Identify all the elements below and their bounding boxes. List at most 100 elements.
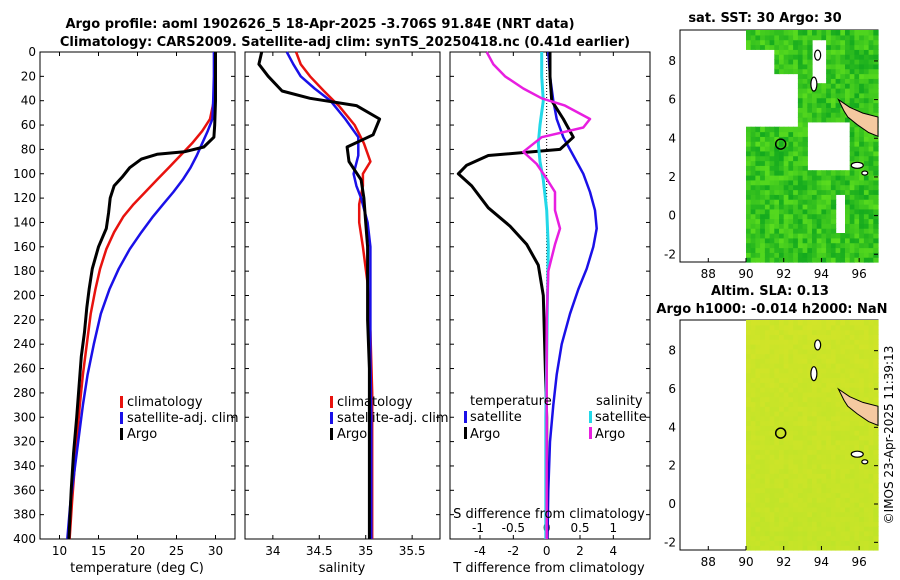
heatmap-cell <box>835 179 841 186</box>
heatmap-cell <box>840 406 846 412</box>
heatmap-cell <box>863 97 870 104</box>
heatmap-cell <box>797 112 804 118</box>
heatmap-cell <box>774 223 780 229</box>
heatmap-cell <box>797 516 804 522</box>
heatmap-cell <box>755 131 761 137</box>
heatmap-cell <box>774 242 780 249</box>
heatmap-cell <box>835 247 841 253</box>
heatmap-cell <box>774 160 780 166</box>
heatmap-cell <box>746 242 752 249</box>
heatmap-cell <box>863 420 870 426</box>
heatmap-cell <box>797 136 804 142</box>
heatmap-cell <box>755 415 761 422</box>
heatmap-cell <box>826 59 832 65</box>
heatmap-cell <box>873 449 879 455</box>
heatmap-cell <box>764 463 771 470</box>
heatmap-cell <box>755 526 761 532</box>
heatmap-cell <box>854 199 860 205</box>
heatmap-cell <box>764 401 771 407</box>
heatmap-cell <box>779 353 785 359</box>
heatmap-cell <box>821 411 827 417</box>
heatmap-cell <box>746 406 752 412</box>
heatmap-cell <box>802 391 808 398</box>
heatmap-cell <box>802 204 808 210</box>
heatmap-cell <box>797 497 804 503</box>
heatmap-cell <box>764 502 771 508</box>
heatmap-cell <box>750 252 757 258</box>
heatmap-cell <box>793 449 799 455</box>
heatmap-cell <box>812 358 818 364</box>
heatmap-cell <box>854 487 860 494</box>
heatmap-cell <box>746 521 752 527</box>
heatmap-cell <box>774 530 780 537</box>
heatmap-cell <box>830 218 837 224</box>
legend-s-satellite: satellite <box>595 410 647 425</box>
heatmap-cell <box>840 83 846 89</box>
heatmap-cell <box>826 492 832 498</box>
heatmap-cell <box>873 175 879 181</box>
heatmap-cell <box>868 435 874 441</box>
heatmap-cell <box>793 363 799 369</box>
heatmap-cell <box>830 49 837 55</box>
heatmap-cell <box>830 463 837 470</box>
heatmap-cell <box>863 372 870 379</box>
heatmap-cell <box>746 545 752 551</box>
heatmap-cell <box>760 34 766 41</box>
heatmap-cell <box>840 184 846 191</box>
heatmap-cell <box>760 401 766 407</box>
heatmap-cell <box>854 329 860 335</box>
heatmap-cell <box>797 535 804 541</box>
heatmap-cell <box>849 141 856 147</box>
heatmap-cell <box>816 334 823 340</box>
heatmap-cell <box>755 482 761 489</box>
heatmap-cell <box>849 257 856 263</box>
heatmap-cell <box>859 502 865 508</box>
heatmap-cell <box>863 521 870 527</box>
heatmap-cell <box>821 449 827 455</box>
heatmap-cell <box>797 54 804 60</box>
heatmap-cell <box>788 126 794 133</box>
heatmap-cell <box>812 30 818 36</box>
heatmap-cell <box>873 39 879 46</box>
heatmap-cell <box>783 179 790 186</box>
heatmap-cell <box>863 396 870 403</box>
heatmap-cell <box>797 63 804 70</box>
island <box>861 459 869 465</box>
heatmap-cell <box>849 454 856 460</box>
heatmap-cell <box>849 136 856 142</box>
heatmap-cell <box>849 126 856 133</box>
heatmap-cell <box>774 44 780 50</box>
heatmap-cell <box>816 377 823 383</box>
heatmap-cell <box>868 237 874 244</box>
heatmap-cell <box>816 463 823 470</box>
heatmap-cell <box>849 68 856 75</box>
heatmap-cell <box>845 353 851 359</box>
heatmap-cell <box>854 463 860 470</box>
heatmap-cell <box>793 155 799 162</box>
heatmap-cell <box>783 54 790 60</box>
heatmap-cell <box>807 516 813 522</box>
heatmap-cell <box>779 184 785 191</box>
heatmap-cell <box>830 535 837 541</box>
heatmap-cell <box>859 468 865 474</box>
heatmap-cell <box>793 396 799 403</box>
heatmap-cell <box>830 242 837 249</box>
heatmap-cell <box>755 530 761 537</box>
heatmap-cell <box>873 401 879 407</box>
heatmap-cell <box>854 468 860 474</box>
heatmap-cell <box>812 401 818 407</box>
heatmap-cell <box>793 521 799 527</box>
heatmap-cell <box>863 179 870 186</box>
heatmap-cell <box>826 73 832 79</box>
heatmap-cell <box>797 92 804 99</box>
heatmap-cell <box>797 170 804 176</box>
heatmap-cell <box>797 107 804 113</box>
heatmap-cell <box>755 430 761 436</box>
heatmap-cell <box>769 377 775 383</box>
heatmap-cell <box>807 78 813 84</box>
heatmap-cell <box>854 242 860 249</box>
heatmap-cell <box>797 459 804 465</box>
heatmap-cell <box>859 391 865 398</box>
heatmap-cell <box>802 324 808 331</box>
heatmap-cell <box>760 199 766 205</box>
